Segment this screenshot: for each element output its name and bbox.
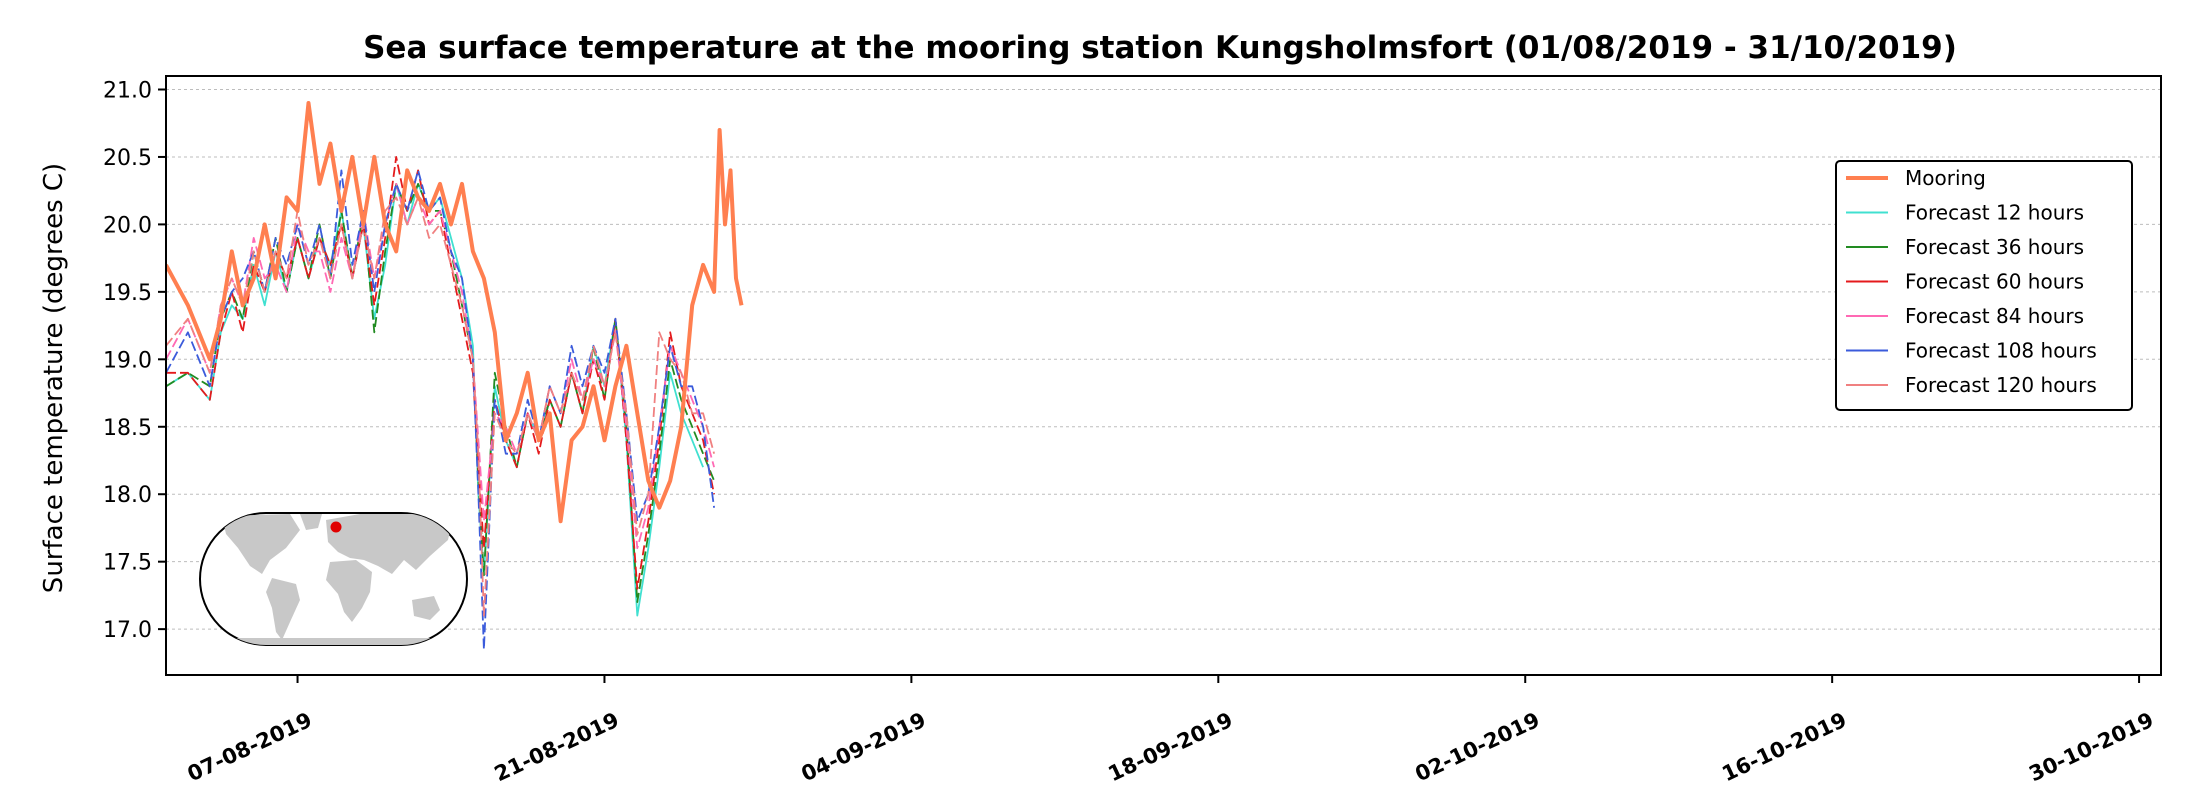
plot-frame: [165, 75, 2162, 676]
legend-entry: Forecast 60 hours: [1905, 270, 2084, 294]
station-marker: [330, 521, 342, 533]
legend-entry: Forecast 84 hours: [1905, 304, 2084, 328]
y-tick-label: 18.5: [103, 416, 152, 441]
inset-world-map: [199, 512, 468, 646]
series-line-5: [166, 169, 715, 651]
legend: Mooring Forecast 12 hours Forecast 36 hour…: [1835, 160, 2133, 411]
y-tick-label: 21.0: [103, 78, 152, 103]
legend-box: [1835, 160, 2133, 411]
legend-entry: Mooring: [1905, 166, 1986, 190]
series-line-4: [166, 182, 715, 550]
greenland-shape: [300, 514, 322, 530]
y-tick-label: 17.0: [103, 618, 152, 643]
y-tick-label: 18.0: [103, 483, 152, 508]
series-line-0: [166, 101, 744, 524]
series-layer: [166, 101, 744, 651]
y-tick-label: 19.0: [103, 348, 152, 373]
africa-shape: [326, 560, 372, 622]
legend-entry: Forecast 36 hours: [1905, 235, 2084, 259]
legend-entry: Forecast 120 hours: [1905, 373, 2097, 397]
antarctica-shape: [210, 638, 460, 645]
chart-title: Sea surface temperature at the mooring s…: [363, 30, 1957, 66]
continents: [210, 514, 460, 645]
y-axis-label: Surface temperature (degrees C): [39, 163, 69, 593]
north-america-shape: [222, 514, 300, 574]
eurasia-shape: [326, 514, 452, 574]
y-tick-label: 19.5: [103, 281, 152, 306]
australia-shape: [412, 596, 440, 620]
y-tick-label: 17.5: [103, 551, 152, 576]
y-axis-ticks: 17.0 17.5 18.0 18.5 19.0 19.5 20.0 20.5 21.0: [103, 78, 166, 643]
y-tick-label: 20.0: [103, 213, 152, 238]
legend-entry: Forecast 12 hours: [1905, 201, 2084, 225]
y-tick-label: 20.5: [103, 146, 152, 171]
legend-entry: Forecast 108 hours: [1905, 339, 2097, 363]
south-america-shape: [266, 578, 300, 640]
gridlines: [166, 88, 2161, 630]
series-line-6: [166, 196, 715, 617]
